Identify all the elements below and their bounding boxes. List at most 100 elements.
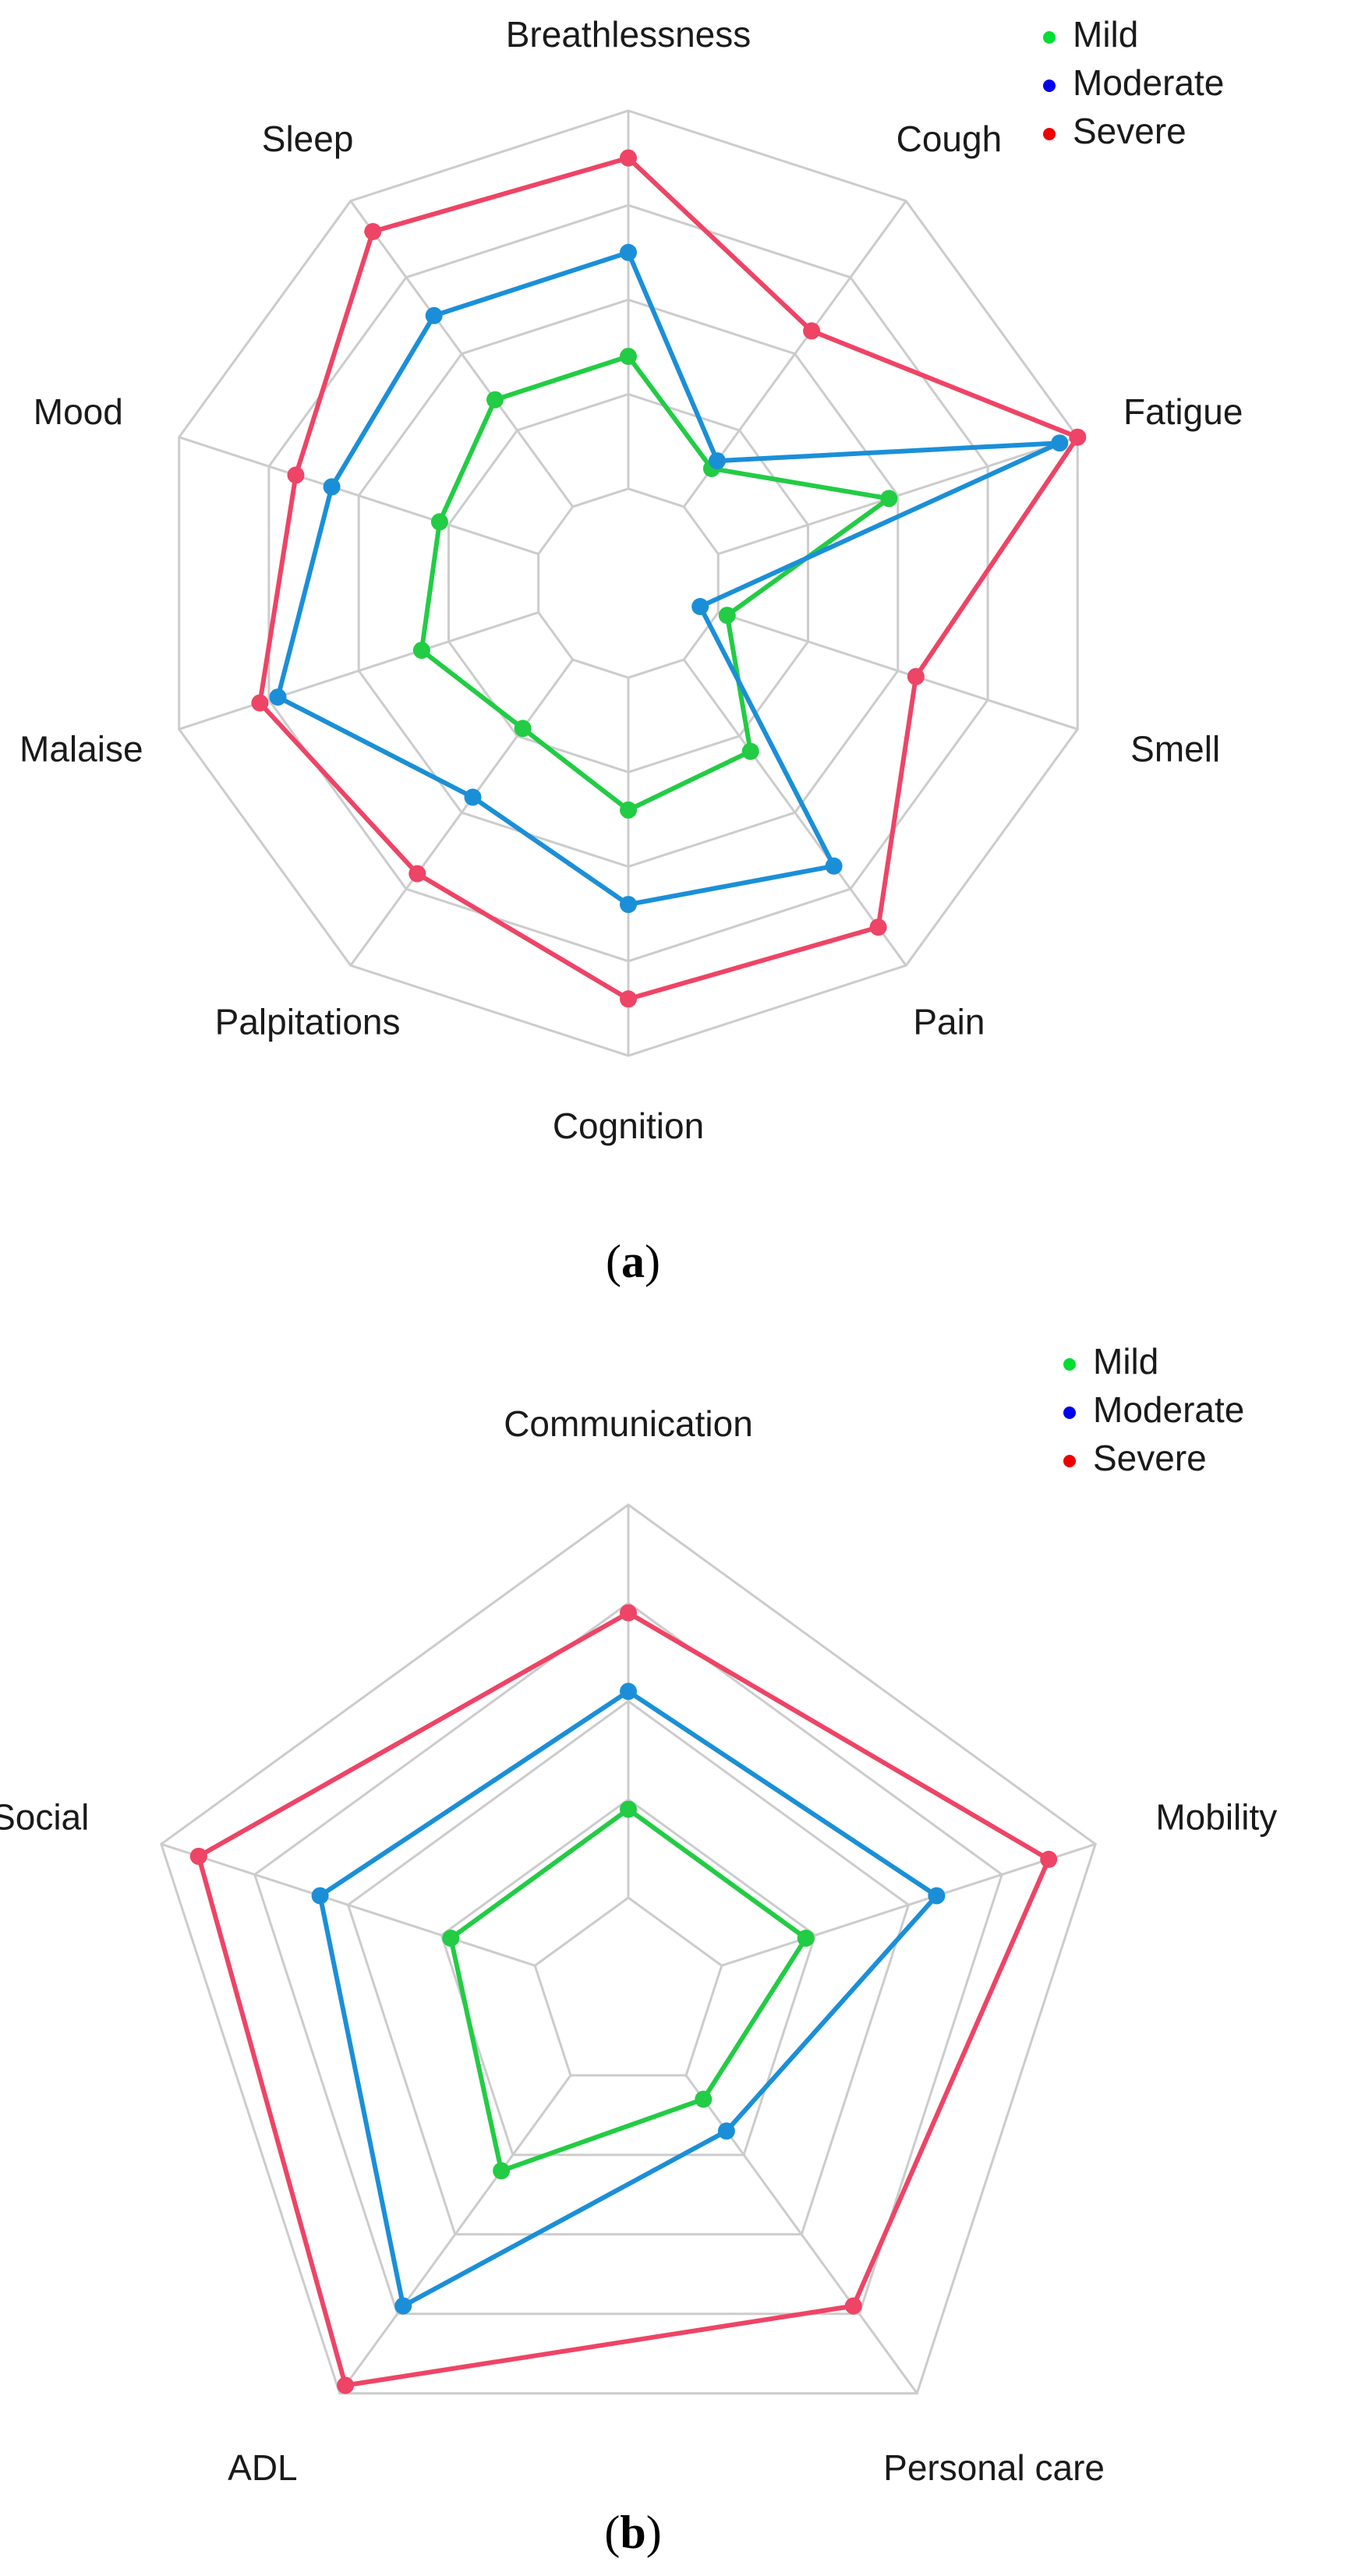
point-severe-cough [803, 322, 821, 340]
point-severe-smell [907, 667, 925, 685]
axis-label-palpitations: Palpitations [215, 1001, 401, 1042]
axis-label-fatigue: Fatigue [1123, 391, 1243, 432]
radar-axis-labels-function: Communication Mobility Personal care ADL Soc… [0, 1403, 1277, 2488]
axis-label-adl: ADL [228, 2447, 297, 2488]
point-mild-social [442, 1930, 460, 1947]
grid-ring-3 [346, 1700, 911, 2236]
grid-ring-4 [253, 1601, 1004, 2316]
point-moderate-adl [394, 2297, 412, 2315]
series-line-mild [419, 354, 892, 812]
series-moderate [311, 1683, 946, 2315]
axis-label-pain: Pain [913, 1001, 985, 1042]
panel-caption-a: (a) [606, 1236, 660, 1287]
point-mild-personal-care [695, 2090, 713, 2108]
spoke-sleep [349, 200, 574, 508]
panel-caption-b: (b) [604, 2507, 661, 2558]
legend-marker-mild [1063, 1358, 1076, 1371]
legend-label-moderate: Moderate [1073, 62, 1224, 103]
grid-ring-1 [533, 1896, 723, 2077]
point-severe-sleep [364, 223, 382, 240]
radar-grid-function [160, 1503, 1097, 2395]
spoke-mobility [721, 1842, 1096, 1967]
spoke-adl [338, 2075, 572, 2394]
point-mild-sleep [486, 391, 504, 409]
legend-function: Mild Moderate Severe [1063, 1341, 1244, 1478]
point-mild-smell [718, 607, 736, 625]
axis-label-sleep: Sleep [262, 119, 354, 159]
spoke-pain [683, 659, 907, 967]
axis-label-social: Social [0, 1797, 89, 1838]
point-moderate-fatigue [1051, 434, 1069, 452]
point-mild-fatigue [880, 490, 898, 508]
grid-ring-5 [160, 1503, 1097, 2395]
series-line-severe [196, 1610, 1052, 2388]
spoke-palpitations [349, 659, 574, 967]
point-moderate-cough [709, 452, 726, 470]
axis-label-cough: Cough [896, 119, 1003, 159]
point-moderate-social [311, 1887, 329, 1905]
axis-label-cognition: Cognition [553, 1106, 704, 1146]
point-mild-breathlessness [620, 348, 637, 366]
point-severe-palpitations [408, 865, 426, 883]
legend-marker-severe [1063, 1455, 1076, 1467]
point-severe-communication [620, 1604, 637, 1622]
series-line-mild [448, 1806, 808, 2174]
point-moderate-mood [323, 478, 341, 496]
spoke-malaise [179, 611, 539, 731]
point-moderate-breathlessness [620, 243, 637, 261]
point-moderate-personal-care [717, 2122, 735, 2140]
series-severe [189, 1604, 1058, 2394]
axis-label-mobility: Mobility [1155, 1797, 1277, 1838]
radar-chart-symptoms: Breathlessness Cough Fatigue Smell Pain Cogni… [19, 14, 1243, 1287]
series-line-moderate [275, 249, 1063, 908]
legend-label-mild: Mild [1093, 1341, 1158, 1382]
point-moderate-malaise [269, 688, 287, 706]
point-mild-mood [430, 513, 448, 531]
grid-ring-2 [440, 1798, 817, 2157]
legend-symptoms: Mild Moderate Severe [1043, 14, 1224, 151]
point-moderate-pain [825, 857, 843, 875]
radar-axis-labels-symptoms: Breathlessness Cough Fatigue Smell Pain Cogni… [19, 14, 1243, 1146]
point-severe-personal-care [844, 2297, 862, 2315]
legend-label-mild: Mild [1073, 14, 1138, 55]
spoke-social [161, 1842, 536, 1967]
point-severe-mobility [1040, 1850, 1058, 1868]
grid-ring-1 [537, 487, 720, 679]
series-moderate [269, 243, 1069, 914]
point-severe-cognition [620, 990, 637, 1008]
legend-marker-mild [1043, 31, 1056, 44]
point-severe-breathlessness [620, 149, 637, 167]
point-moderate-mobility [928, 1887, 946, 1905]
point-severe-adl [337, 2376, 355, 2394]
axis-label-malaise: Malaise [19, 728, 143, 769]
series-mild [412, 348, 898, 819]
point-severe-social [189, 1847, 207, 1865]
series-line-severe [257, 155, 1080, 1002]
radar-series-function [189, 1604, 1058, 2394]
radar-chart-function: Communication Mobility Personal care ADL Soc… [0, 1341, 1277, 2558]
axis-label-breathlessness: Breathlessness [506, 14, 751, 55]
series-severe [251, 149, 1087, 1008]
point-severe-fatigue [1069, 428, 1087, 446]
axis-label-mood: Mood [34, 391, 123, 432]
point-mild-communication [620, 1800, 637, 1818]
point-mild-palpitations [514, 720, 532, 738]
point-mild-mobility [797, 1930, 815, 1947]
axis-label-personal-care: Personal care [883, 2447, 1105, 2488]
axis-label-communication: Communication [504, 1403, 753, 1444]
spoke-smell [717, 611, 1078, 731]
point-moderate-sleep [425, 306, 443, 324]
spoke-mood [179, 436, 539, 555]
legend-marker-severe [1043, 128, 1056, 140]
point-mild-adl [493, 2162, 511, 2180]
point-severe-malaise [251, 694, 269, 712]
spoke-fatigue [717, 436, 1078, 555]
legend-label-severe: Severe [1073, 111, 1186, 151]
series-mild [442, 1800, 815, 2180]
axis-label-smell: Smell [1130, 728, 1220, 769]
point-severe-pain [869, 918, 887, 936]
radar-spokes-function [161, 1505, 1096, 2394]
point-mild-malaise [412, 642, 430, 660]
legend-marker-moderate [1043, 80, 1056, 92]
